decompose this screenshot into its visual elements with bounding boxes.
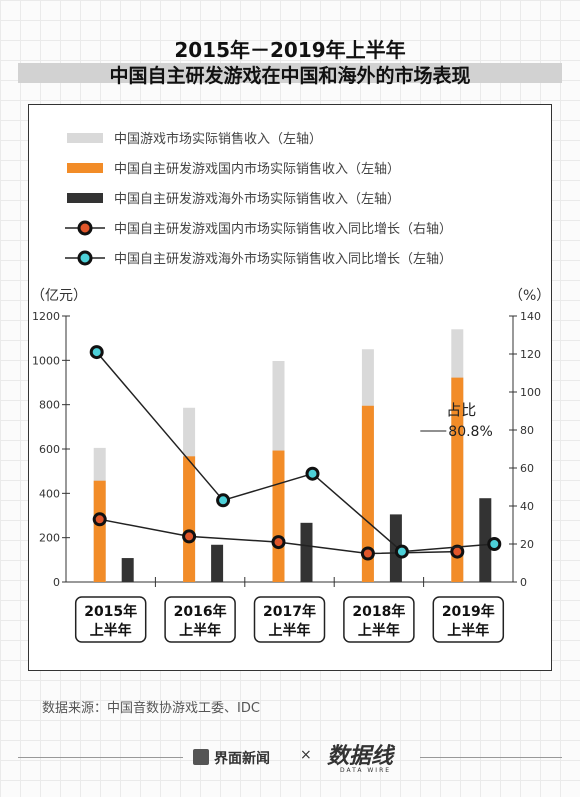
left-tick-label: 1200: [32, 310, 60, 323]
category-label-box: [253, 596, 326, 643]
category-label-box: [74, 596, 147, 643]
annotation-value: 80.8%: [448, 424, 492, 440]
category-label-period: 上半年: [90, 622, 132, 639]
right-tick-label: 100: [520, 386, 541, 399]
bar-overseas: [211, 544, 224, 582]
combo-chart: 中国游戏市场实际销售收入（左轴） 中国自主研发游戏国内市场实际销售收入（左轴） 中国…: [31, 131, 550, 643]
category-label-period: 上半年: [447, 622, 489, 639]
bar-domestic: [272, 450, 285, 582]
bar-overseas: [479, 498, 492, 582]
category-label-year: 2015年: [84, 603, 137, 620]
legend-label: 中国自主研发游戏国内市场实际销售收入同比增长（右轴）: [114, 221, 452, 237]
overseas-growth-line: [96, 351, 495, 553]
domestic-growth-point: [182, 529, 197, 544]
chart-title-line2: 中国自主研发游戏在中国和海外的市场表现: [109, 65, 471, 87]
right-tick-label: 140: [520, 310, 541, 323]
category-label-period: 上半年: [179, 622, 221, 639]
title-highlight-bar: [18, 63, 562, 83]
bar-domestic: [93, 480, 106, 582]
brand-datawire-sub: DATA WIRE: [340, 767, 392, 774]
footer-divider-left: [18, 757, 183, 758]
overseas-growth-point: [394, 544, 409, 559]
domestic-growth-point: [271, 535, 286, 550]
bar-overseas: [121, 558, 134, 582]
category-label-box: [164, 596, 236, 643]
brand-jiemian: 界面新闻: [214, 751, 270, 767]
jiemian-logo-icon: [193, 749, 209, 765]
annotation-label: 占比: [446, 401, 476, 419]
domestic-growth-point: [92, 512, 107, 527]
bar-domestic: [451, 377, 464, 582]
category-label-year: 2017年: [263, 603, 316, 620]
right-tick-label: 120: [520, 348, 541, 361]
legend-marker: [77, 250, 93, 266]
chart-panel: 中国游戏市场实际销售收入（左轴） 中国自主研发游戏国内市场实际销售收入（左轴） 中国…: [28, 104, 552, 671]
legend-swatch: [67, 133, 103, 143]
footer-divider-right: [420, 757, 562, 758]
domestic-growth-point: [450, 544, 465, 559]
category-label-period: 上半年: [358, 622, 400, 639]
overseas-growth-point: [487, 537, 502, 551]
legend-label: 中国自主研发游戏国内市场实际销售收入（左轴）: [114, 161, 400, 177]
overseas-growth-point: [216, 493, 231, 508]
bar-domestic: [183, 456, 196, 582]
overseas-growth-point: [305, 466, 320, 481]
right-tick-label: 40: [520, 500, 534, 513]
category-label-period: 上半年: [269, 622, 311, 639]
category-label-year: 2019年: [442, 603, 495, 620]
legend-swatch: [67, 163, 103, 173]
legend-marker: [77, 220, 93, 236]
domestic-growth-point: [360, 546, 375, 561]
legend-label: 中国自主研发游戏海外市场实际销售收入（左轴）: [114, 191, 400, 207]
brand-separator: ×: [300, 747, 312, 763]
category-label-year: 2016年: [174, 603, 227, 620]
legend-label: 中国游戏市场实际销售收入（左轴）: [114, 131, 322, 147]
right-tick-label: 60: [520, 462, 534, 475]
bar-domestic: [361, 405, 374, 582]
legend-swatch: [67, 193, 103, 203]
category-label-box: [343, 596, 415, 643]
right-tick-label: 80: [520, 424, 534, 437]
bar-overseas: [300, 522, 313, 582]
right-axis-unit: （%）: [509, 288, 550, 304]
left-tick-label: 1000: [32, 354, 60, 367]
chart-title-line1: 2015年－2019年上半年: [174, 38, 406, 62]
overseas-growth-point: [89, 345, 104, 360]
left-tick-label: 600: [39, 443, 60, 456]
right-tick-label: 20: [520, 538, 534, 551]
left-tick-label: 0: [53, 576, 60, 589]
left-tick-label: 200: [39, 532, 60, 545]
right-tick-label: 0: [520, 576, 527, 589]
data-source: 数据来源：中国音数协游戏工委、IDC: [42, 701, 260, 716]
category-label-box: [432, 596, 505, 643]
legend-label: 中国自主研发游戏海外市场实际销售收入同比增长（左轴）: [114, 251, 452, 267]
left-tick-label: 400: [39, 487, 60, 500]
left-tick-label: 800: [39, 399, 60, 412]
category-label-year: 2018年: [352, 603, 405, 620]
brand-datawire: 数据线: [327, 744, 394, 769]
left-axis-unit: （亿元）: [31, 288, 87, 304]
